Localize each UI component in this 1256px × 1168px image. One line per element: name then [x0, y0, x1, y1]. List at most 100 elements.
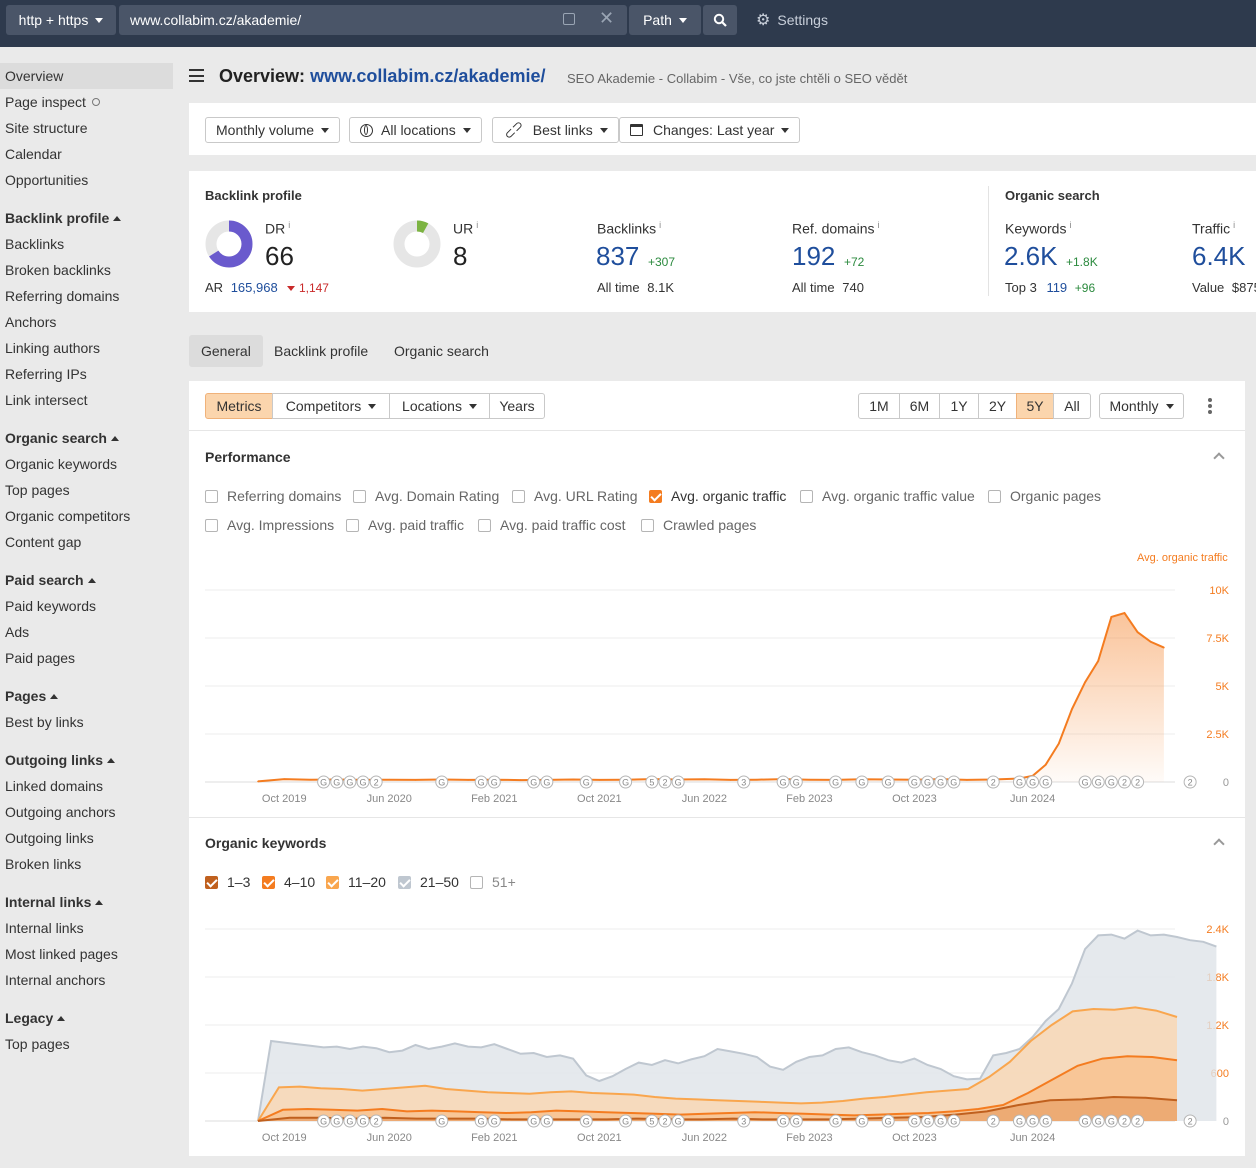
- event-marker[interactable]: 2: [369, 1114, 383, 1128]
- range-1y[interactable]: 1Y: [939, 393, 979, 419]
- competitors-dropdown[interactable]: Competitors: [272, 393, 390, 419]
- sidebar-section-backlink-profile[interactable]: Backlink profile: [5, 210, 122, 226]
- sidebar-item-page-inspect[interactable]: Page inspect: [5, 94, 100, 110]
- event-marker[interactable]: G: [527, 1114, 541, 1128]
- event-marker[interactable]: G: [330, 1114, 344, 1128]
- event-marker[interactable]: 3: [737, 775, 751, 789]
- sidebar-section-organic-search[interactable]: Organic search: [5, 430, 119, 446]
- event-marker[interactable]: G: [1026, 775, 1040, 789]
- event-marker[interactable]: G: [671, 1114, 685, 1128]
- checkbox-avg-paid-traffic[interactable]: Avg. paid traffic: [346, 517, 464, 533]
- checkbox-avg-url-rating[interactable]: Avg. URL Rating: [512, 488, 638, 504]
- event-marker[interactable]: G: [356, 775, 370, 789]
- event-marker[interactable]: G: [540, 775, 554, 789]
- event-marker[interactable]: G: [317, 1114, 331, 1128]
- sidebar-item-outgoing-links[interactable]: Outgoing links: [5, 830, 94, 846]
- checkbox-pos-4-10[interactable]: 4–10: [262, 874, 315, 890]
- checkbox-pos-1-3[interactable]: 1–3: [205, 874, 250, 890]
- sidebar-item-outgoing-anchors[interactable]: Outgoing anchors: [5, 804, 116, 820]
- checkbox-referring-domains[interactable]: Referring domains: [205, 488, 341, 504]
- page-title-url[interactable]: www.collabim.cz/akademie/: [310, 66, 546, 86]
- event-marker[interactable]: G: [947, 1114, 961, 1128]
- info-icon[interactable]: i: [288, 220, 291, 230]
- event-marker[interactable]: G: [343, 1114, 357, 1128]
- tab-backlink-profile[interactable]: Backlink profile: [274, 343, 369, 359]
- info-icon[interactable]: i: [1233, 220, 1236, 230]
- checkbox-avg-organic-traffic-value[interactable]: Avg. organic traffic value: [800, 488, 975, 504]
- event-marker[interactable]: G: [776, 1114, 790, 1128]
- event-marker[interactable]: G: [907, 775, 921, 789]
- event-marker[interactable]: G: [776, 775, 790, 789]
- event-marker[interactable]: 3: [737, 1114, 751, 1128]
- event-marker[interactable]: G: [829, 1114, 843, 1128]
- sidebar-item-internal-anchors[interactable]: Internal anchors: [5, 972, 106, 988]
- checkbox-avg-organic-traffic[interactable]: Avg. organic traffic: [649, 488, 786, 504]
- event-marker[interactable]: G: [855, 1114, 869, 1128]
- event-marker[interactable]: G: [487, 1114, 501, 1128]
- sidebar-item-paid-keywords[interactable]: Paid keywords: [5, 598, 97, 614]
- event-marker[interactable]: G: [579, 1114, 593, 1128]
- sidebar-section-legacy[interactable]: Legacy: [5, 1010, 66, 1026]
- protocol-select[interactable]: http + https: [6, 5, 116, 35]
- event-marker[interactable]: 5: [645, 775, 659, 789]
- sidebar-item-opportunities[interactable]: Opportunities: [5, 172, 89, 188]
- sidebar-item-linked-domains[interactable]: Linked domains: [5, 778, 104, 794]
- sidebar-item-site-structure[interactable]: Site structure: [5, 120, 88, 136]
- checkbox-pos-21-50[interactable]: 21–50: [398, 874, 459, 890]
- event-marker[interactable]: G: [789, 1114, 803, 1128]
- range-2y[interactable]: 2Y: [978, 393, 1017, 419]
- event-marker[interactable]: G: [474, 1114, 488, 1128]
- checkbox-box[interactable]: [205, 875, 218, 889]
- event-marker[interactable]: G: [789, 775, 803, 789]
- event-marker[interactable]: 2: [1131, 1114, 1145, 1128]
- info-icon[interactable]: i: [476, 220, 479, 230]
- checkbox-organic-pages[interactable]: Organic pages: [988, 488, 1101, 504]
- event-marker[interactable]: G: [829, 775, 843, 789]
- sidebar-item-ads[interactable]: Ads: [5, 624, 30, 640]
- checkbox-box[interactable]: [398, 875, 411, 889]
- event-marker[interactable]: G: [1039, 1114, 1053, 1128]
- event-marker[interactable]: G: [947, 775, 961, 789]
- tab-general[interactable]: General: [189, 335, 263, 367]
- sidebar-item-broken-backlinks[interactable]: Broken backlinks: [5, 262, 111, 278]
- event-marker[interactable]: G: [1039, 775, 1053, 789]
- checkbox-box[interactable]: [800, 489, 813, 503]
- event-marker[interactable]: G: [540, 1114, 554, 1128]
- checkbox-box[interactable]: [988, 489, 1001, 503]
- sidebar-item-broken-links[interactable]: Broken links: [5, 856, 82, 872]
- sidebar-item-legacy-top-pages[interactable]: Top pages: [5, 1036, 70, 1052]
- event-marker[interactable]: 2: [369, 775, 383, 789]
- info-icon[interactable]: i: [1069, 220, 1072, 230]
- event-marker[interactable]: G: [330, 775, 344, 789]
- more-options-icon[interactable]: [1208, 398, 1212, 414]
- event-marker[interactable]: 5: [645, 1114, 659, 1128]
- range-1m[interactable]: 1M: [858, 393, 900, 419]
- sidebar-item-referring-ips[interactable]: Referring IPs: [5, 366, 87, 382]
- checkbox-box[interactable]: [478, 518, 491, 532]
- checkbox-box[interactable]: [205, 489, 218, 503]
- event-marker[interactable]: 2: [658, 1114, 672, 1128]
- sidebar-item-backlinks[interactable]: Backlinks: [5, 236, 65, 252]
- settings-button[interactable]: ⚙ Settings: [752, 5, 832, 35]
- sidebar-section-outgoing-links[interactable]: Outgoing links: [5, 752, 115, 768]
- event-marker[interactable]: G: [1091, 775, 1105, 789]
- sidebar-item-link-intersect[interactable]: Link intersect: [5, 392, 88, 408]
- event-marker[interactable]: G: [1104, 1114, 1118, 1128]
- traffic-value[interactable]: 6.4K: [1192, 241, 1246, 271]
- event-marker[interactable]: G: [435, 1114, 449, 1128]
- event-marker[interactable]: G: [619, 775, 633, 789]
- checkbox-pos-51-plus[interactable]: 51+: [470, 874, 516, 890]
- sidebar-item-linking-authors[interactable]: Linking authors: [5, 340, 100, 356]
- event-marker[interactable]: 2: [1117, 775, 1131, 789]
- years-button[interactable]: Years: [489, 393, 545, 419]
- checkbox-box[interactable]: [326, 875, 339, 889]
- event-marker[interactable]: G: [855, 775, 869, 789]
- event-marker[interactable]: G: [907, 1114, 921, 1128]
- sidebar-item-internal-links[interactable]: Internal links: [5, 920, 84, 936]
- event-marker[interactable]: 2: [658, 775, 672, 789]
- interval-dropdown[interactable]: Monthly: [1099, 393, 1184, 419]
- checkbox-avg-paid-traffic-cost[interactable]: Avg. paid traffic cost: [478, 517, 626, 533]
- event-marker[interactable]: G: [934, 1114, 948, 1128]
- sidebar-section-paid-search[interactable]: Paid search: [5, 572, 96, 588]
- event-marker[interactable]: G: [487, 775, 501, 789]
